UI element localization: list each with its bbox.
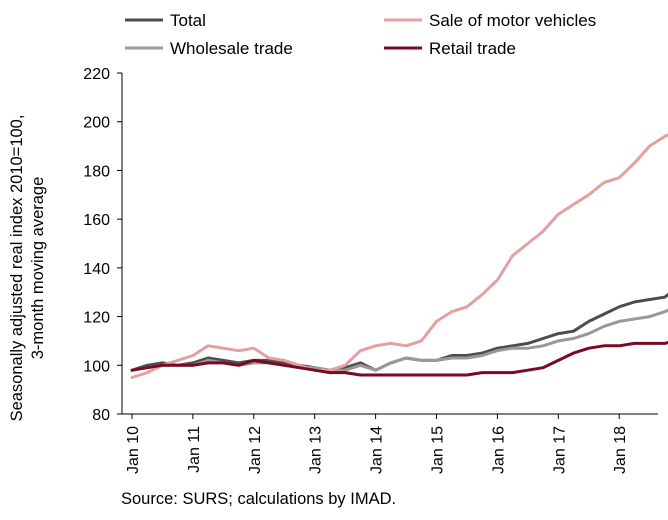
y-tick-label: 80 xyxy=(92,407,110,424)
y-tick-label: 200 xyxy=(83,115,110,132)
series-line-wholesale-trade xyxy=(130,308,668,372)
legend-label-sale-of-motor-vehicles: Sale of motor vehicles xyxy=(429,11,596,30)
x-tick-label: Jan 10 xyxy=(125,426,142,474)
x-tick-label: Jan 11 xyxy=(186,426,203,473)
y-tick-label: 160 xyxy=(83,212,110,229)
series-layer xyxy=(130,133,668,379)
x-tick-label: Jan 12 xyxy=(247,426,264,474)
y-axis-title-line-1: Seasonally adjusted real index 2010=100, xyxy=(8,115,26,422)
legend-label-wholesale-trade: Wholesale trade xyxy=(170,39,293,58)
y-axis-ticks: 80 100 120 140 160 180 200 220 xyxy=(83,66,122,424)
y-tick-label: 120 xyxy=(83,310,110,327)
x-tick-label: Jan 15 xyxy=(430,426,447,474)
y-tick-label: 100 xyxy=(83,358,110,375)
x-tick-label: Jan 14 xyxy=(369,426,386,474)
y-tick-label: 180 xyxy=(83,163,110,180)
legend: Total Sale of motor vehicles Wholesale t… xyxy=(125,11,596,58)
y-tick-label: 220 xyxy=(83,66,110,83)
legend-label-total: Total xyxy=(170,11,206,30)
x-axis-ticks: Jan 10 Jan 11 Jan 12 Jan 13 Jan 14 Jan 15 Jan … xyxy=(125,414,629,474)
x-tick-label: Jan 18 xyxy=(612,426,629,474)
legend-label-retail-trade: Retail trade xyxy=(429,39,516,58)
source-note: Source: SURS; calculations by IMAD. xyxy=(121,490,397,508)
series-line-sale-of-motor-vehicles xyxy=(130,133,668,379)
y-axis-title-line-2: 3-month moving average xyxy=(29,177,47,360)
series-line-retail-trade xyxy=(130,340,668,377)
y-axis-title: Seasonally adjusted real index 2010=100,… xyxy=(8,115,47,422)
x-tick-label: Jan 13 xyxy=(308,426,325,474)
x-tick-label: Jan 16 xyxy=(490,426,507,474)
series-line-total xyxy=(130,292,668,372)
x-tick-label: Jan 17 xyxy=(551,426,568,474)
y-tick-label: 140 xyxy=(83,261,110,278)
